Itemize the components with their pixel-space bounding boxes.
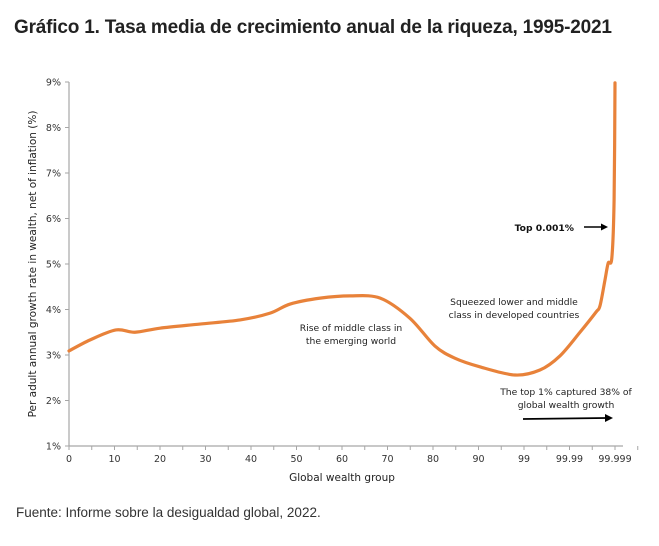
y-axis-title: Per adult annual growth rate in wealth, … — [27, 111, 39, 418]
y-axis-ticks: 1% 2% 3% 4% 5% 6% 7% 8% 9% — [46, 78, 69, 453]
x-tick-label: 99.999 — [598, 454, 631, 465]
chart-title: Gráfico 1. Tasa media de crecimiento anu… — [14, 17, 612, 38]
y-tick-label: 3% — [46, 351, 61, 362]
y-tick-label: 2% — [46, 396, 61, 407]
x-tick-label: 80 — [427, 454, 439, 465]
y-tick-label: 7% — [46, 169, 61, 180]
arrow-head-icon — [605, 414, 613, 422]
x-tick-label: 99 — [518, 454, 530, 465]
annotation-line: Squeezed lower and middle — [450, 297, 578, 308]
x-tick-label: 10 — [108, 454, 120, 465]
annotation-line: Top 0.001% — [515, 223, 574, 234]
annotation-line: The top 1% captured 38% of — [499, 387, 632, 398]
annotation-line: class in developed countries — [449, 310, 580, 321]
x-tick-label: 50 — [290, 454, 302, 465]
annotation-line: Rise of middle class in — [300, 323, 403, 334]
x-tick-label: 0 — [66, 454, 72, 465]
x-tick-label: 90 — [472, 454, 484, 465]
annotation-top-0001: Top 0.001% — [515, 223, 608, 234]
series-line — [67, 81, 617, 377]
x-tick-label: 20 — [154, 454, 166, 465]
x-tick-label: 60 — [336, 454, 348, 465]
annotation-line: global wealth growth — [518, 400, 615, 411]
y-tick-label: 5% — [46, 260, 61, 271]
y-tick-label: 8% — [46, 123, 61, 134]
x-axis-title: Global wealth group — [289, 472, 395, 484]
annotation-middle-class: Rise of middle class in the emerging wor… — [300, 323, 403, 347]
x-tick-label: 30 — [199, 454, 211, 465]
annotation-squeezed: Squeezed lower and middle class in devel… — [449, 297, 580, 321]
y-tick-label: 9% — [46, 78, 61, 89]
x-axis-ticks: 0 10 20 30 40 50 60 70 80 90 99 99.99 99.999 — [66, 446, 639, 465]
x-tick-label: 40 — [245, 454, 257, 465]
arrow-icon — [522, 417, 607, 420]
annotation-top-1: The top 1% captured 38% of global wealth… — [499, 387, 633, 422]
arrow-head-icon — [601, 223, 608, 231]
source-note: Fuente: Informe sobre la desigualdad glo… — [16, 505, 321, 520]
annotation-line: the emerging world — [306, 336, 396, 347]
y-tick-label: 1% — [46, 442, 61, 453]
x-tick-label: 70 — [381, 454, 393, 465]
y-tick-label: 6% — [46, 214, 61, 225]
x-tick-label: 99.99 — [556, 454, 583, 465]
y-tick-label: 4% — [46, 305, 61, 316]
